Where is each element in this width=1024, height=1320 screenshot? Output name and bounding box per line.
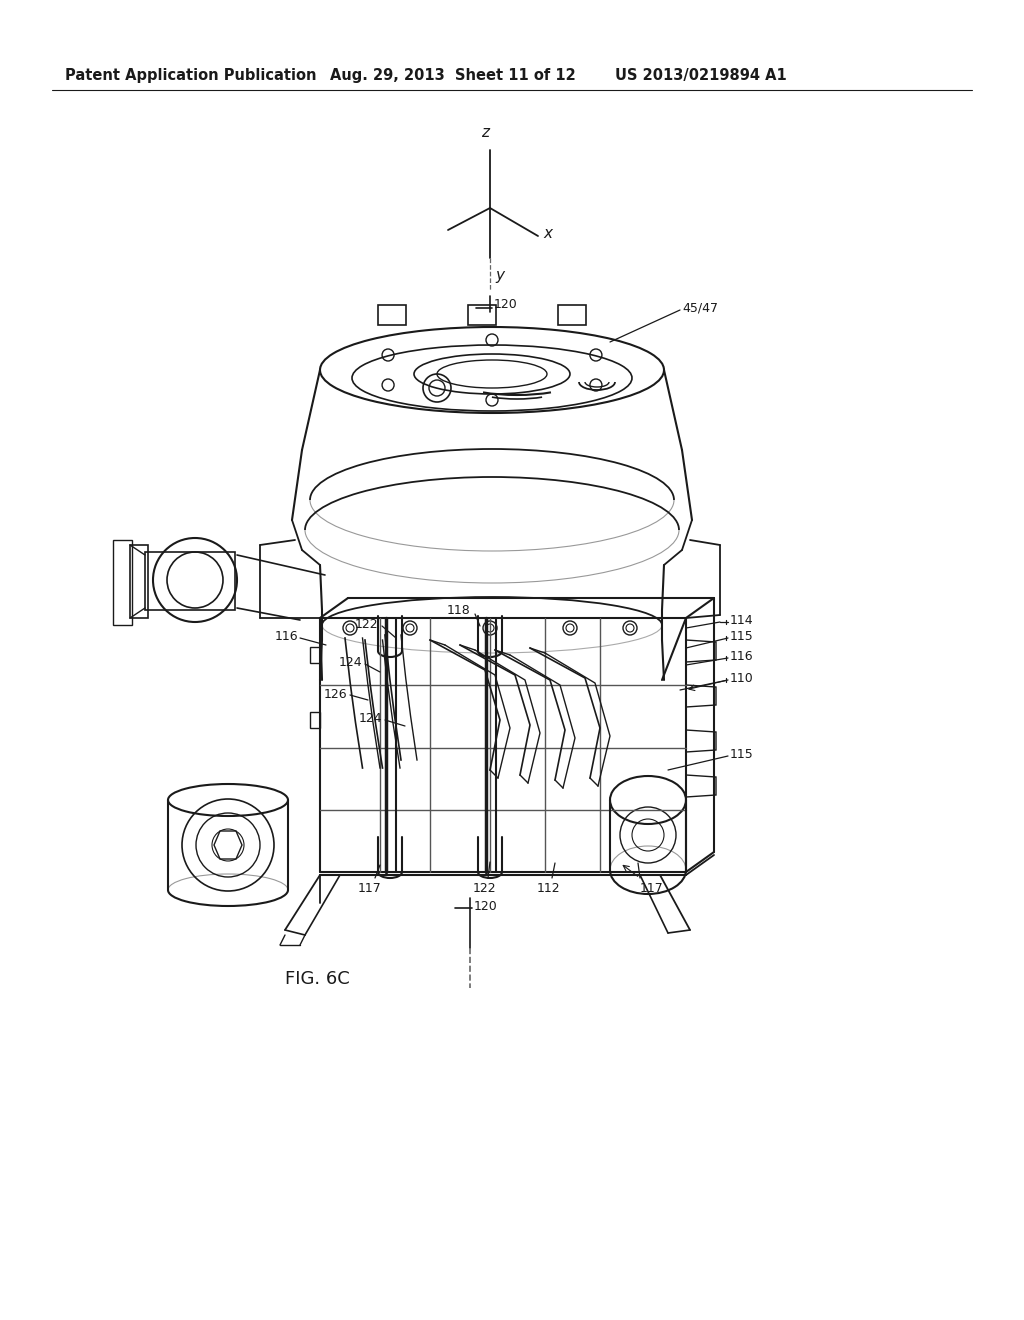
Text: 45/47: 45/47 bbox=[682, 301, 718, 314]
Text: y: y bbox=[495, 268, 504, 282]
Text: Aug. 29, 2013  Sheet 11 of 12: Aug. 29, 2013 Sheet 11 of 12 bbox=[330, 69, 575, 83]
Text: 126: 126 bbox=[324, 688, 347, 701]
Text: 120: 120 bbox=[474, 899, 498, 912]
Text: Patent Application Publication: Patent Application Publication bbox=[65, 69, 316, 83]
Text: 114: 114 bbox=[730, 614, 754, 627]
Text: 117: 117 bbox=[640, 882, 664, 895]
Text: 116: 116 bbox=[274, 630, 298, 643]
Text: US 2013/0219894 A1: US 2013/0219894 A1 bbox=[615, 69, 786, 83]
Text: 124: 124 bbox=[358, 713, 382, 726]
Text: 122: 122 bbox=[472, 882, 496, 895]
Text: 118: 118 bbox=[446, 603, 470, 616]
Text: 115: 115 bbox=[730, 630, 754, 643]
Text: 115: 115 bbox=[730, 747, 754, 760]
Text: z: z bbox=[481, 125, 489, 140]
Text: 112: 112 bbox=[537, 882, 560, 895]
Text: 116: 116 bbox=[730, 649, 754, 663]
Text: FIG. 6C: FIG. 6C bbox=[285, 970, 350, 987]
Text: 117: 117 bbox=[358, 882, 382, 895]
Text: x: x bbox=[543, 227, 552, 242]
Text: 122: 122 bbox=[354, 618, 378, 631]
Text: 110: 110 bbox=[730, 672, 754, 685]
Text: 124: 124 bbox=[338, 656, 362, 668]
Text: 120: 120 bbox=[494, 298, 518, 312]
